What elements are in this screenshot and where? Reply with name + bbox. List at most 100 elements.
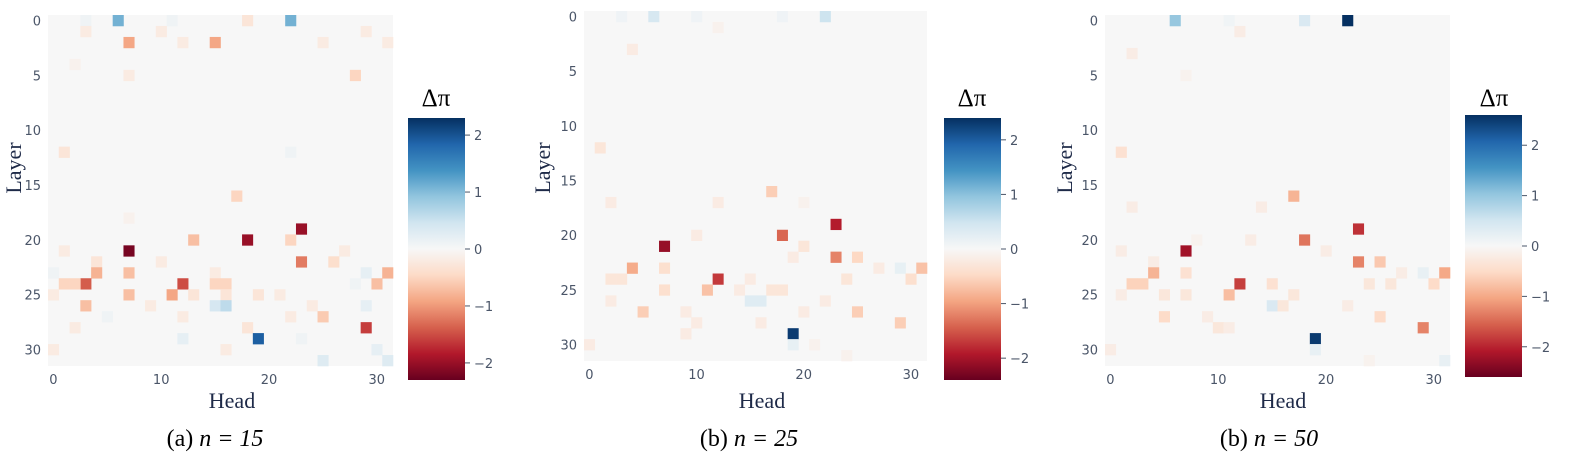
heatmap-cell [231,190,243,202]
heatmap-cell [48,344,60,356]
heatmap-cell [1374,311,1386,323]
heatmap-cell [80,278,92,290]
heatmap-cell [691,11,703,23]
colorbar-tick-label: 1 [1531,190,1539,205]
y-tick-label: 25 [1081,289,1098,304]
heatmap-cell [220,289,232,301]
heatmap-cell [80,15,92,27]
x-axis-title: Head [739,388,785,413]
heatmap-cell [209,278,221,290]
y-tick-label: 0 [33,15,41,30]
heatmap-cell [1417,267,1429,279]
heatmap-cell [1126,201,1138,213]
heatmap-cell [69,278,81,290]
heatmap-cell [1180,289,1192,301]
y-axis-title: Layer [530,142,555,194]
y-tick-label: 15 [560,175,577,190]
caption-math: n = 50 [1254,426,1318,452]
heatmap-cell [285,311,297,323]
x-tick-label: 0 [585,368,593,383]
heatmap-cell [1180,245,1192,257]
caption-math: n = 15 [199,426,263,452]
heatmap-cell [360,25,372,38]
heatmap-cell [809,339,821,351]
heatmap-cell [1320,245,1332,257]
heatmap-cell [605,273,617,285]
heatmap-cell [242,15,254,27]
heatmap-cell [830,218,842,231]
y-tick-label: 20 [24,234,41,249]
heatmap-cell [659,262,671,274]
heatmap-cell [48,267,60,279]
heatmap-cell [819,11,831,23]
heatmap-cell [166,15,178,27]
heatmap-cell [873,262,885,274]
x-axis-ticks: 0 10 20 30 [585,368,919,383]
heatmap-cell [1202,311,1214,323]
heatmap-cell [1342,300,1354,312]
heatmap-cell [91,267,103,279]
heatmap-cell [1212,322,1224,334]
heatmap-cell [755,295,767,307]
heatmap-cell [220,278,232,290]
heatmap-cell [1148,267,1160,279]
heatmap-cell [1309,333,1321,345]
heatmap-cell [1288,190,1300,202]
heatmap-cell [123,267,135,279]
heatmap-cell [177,278,189,290]
heatmap-background [584,11,927,361]
heatmap-cell [382,355,394,367]
heatmap-cell [220,344,232,356]
x-axis-title: Head [209,388,255,413]
heatmap-cell [382,36,394,49]
heatmap-cell [1223,15,1235,27]
y-tick-label: 0 [1090,15,1098,30]
y-tick-label: 25 [24,289,41,304]
x-tick-label: 30 [369,373,386,388]
colorbar-tick-label: 0 [1531,240,1539,255]
caption-prefix: (b) [700,426,728,452]
heatmap-cell [626,43,638,56]
heatmap-cell [155,25,167,38]
heatmap-cell [1180,267,1192,279]
colorbar-tick-label: 0 [474,243,482,258]
heatmap-cell [349,69,361,82]
y-tick-label: 30 [24,344,41,359]
colorbar-tick-label: −2 [474,357,493,372]
heatmap-cell [594,142,606,154]
heatmap-cell [605,196,617,209]
caption: (b) n = 25 [700,426,798,452]
x-tick-label: 10 [153,373,170,388]
heatmap-cell [360,267,372,279]
heatmap-cell [1363,355,1375,367]
heatmap-cell [123,245,135,257]
heatmap-cell [691,317,703,329]
heatmap-cell [1234,25,1246,38]
heatmap-cell [382,267,394,279]
heatmap-cell [626,262,638,274]
y-tick-label: 25 [560,284,577,299]
heatmap-cell [188,234,200,246]
y-tick-label: 5 [1090,69,1098,84]
heatmap-cell [371,278,383,290]
heatmap-cell [317,311,329,323]
heatmap-cell [1169,15,1181,27]
y-tick-label: 15 [24,179,41,194]
heatmap-cell [605,295,617,307]
heatmap-cell [1428,278,1440,290]
heatmap-cell [787,328,799,340]
x-tick-label: 20 [795,368,812,383]
y-axis-ticks: 0 5 10 15 20 25 30 [1081,15,1098,359]
heatmap-cell [1255,201,1268,213]
heatmap-cell [680,328,692,340]
colorbar-tick-label: 0 [1010,243,1018,258]
y-tick-label: 20 [1081,234,1098,249]
heatmap-cell [1158,311,1170,323]
heatmap-cell [177,36,189,49]
heatmap-cell [734,284,746,296]
colorbar-tick-label: −1 [1531,290,1550,305]
heatmap-cell [744,295,756,307]
y-tick-label: 10 [1081,124,1098,139]
heatmap-cell [1126,278,1138,290]
